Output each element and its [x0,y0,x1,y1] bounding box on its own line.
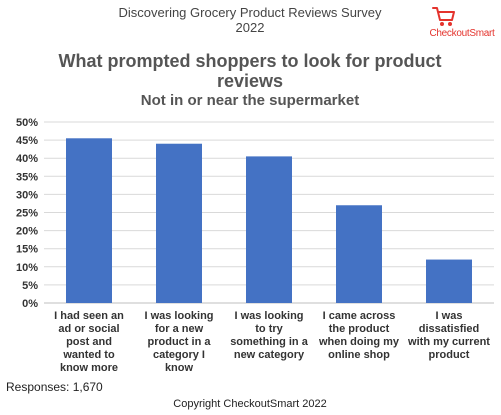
bar [156,143,202,303]
y-tick-label: 30% [16,189,38,201]
x-tick-label-line: with my current [407,336,490,348]
y-tick-label: 50% [16,117,38,129]
x-tick-label-line: I was looking [234,310,303,322]
x-tick-label-line: something in a [230,336,309,348]
copyright-notice: Copyright CheckoutSmart 2022 [173,398,327,410]
y-tick-label: 5% [22,280,38,292]
x-tick-label-line: product [429,349,470,361]
chart-title: What prompted shoppers to look for produ… [58,51,442,91]
survey-title-text: Discovering Grocery Product Reviews Surv… [118,5,382,20]
x-tick-label-line: know [165,362,194,374]
y-tick-label: 25% [16,208,38,220]
responses-count: Responses: 1,670 [6,380,103,394]
x-tick-label-line: online shop [328,349,390,361]
x-tick-label-line: category I [153,349,205,361]
y-tick-label: 10% [16,262,38,274]
bar [66,138,112,303]
x-tick-label-line: I came across [323,310,396,322]
x-tick-label-line: wanted to [62,349,115,361]
y-tick-label: 45% [16,135,38,147]
y-tick-label: 40% [16,153,38,165]
y-tick-label: 15% [16,244,38,256]
x-tick-label: I was looking to try something in a new cat… [230,310,309,361]
survey-year: 2022 [235,20,265,35]
brand-name: CheckoutSmart [429,28,495,39]
survey-title: Discovering Grocery Product Reviews Surv… [100,5,400,35]
x-tick-label-line: post and [66,336,112,348]
y-tick-label: 0% [22,298,38,310]
y-tick-label: 35% [16,171,38,183]
bar [246,156,292,303]
bar-chart: 0% 5% 10% 15% 20% 25% 30% 35% 40% 45% 50% I had see… [16,117,494,374]
x-tick-label: I came across the product when doing my onl… [318,310,400,361]
bar [426,259,472,303]
x-tick-label-line: ad or social [58,323,119,335]
x-tick-label-line: new category [234,349,305,361]
x-tick-label-line: dissatisfied [419,323,480,335]
brand-logo: CheckoutSmart [424,6,500,42]
x-tick-label-line: I was looking [144,310,213,322]
x-tick-label-line: the product [329,323,390,335]
x-tick-label: I had seen an ad or social post and wanted … [54,310,124,374]
x-tick-label-line: product in a [148,336,212,348]
x-tick-label-line: to try [255,323,283,335]
y-tick-label: 20% [16,226,38,238]
x-tick-label-line: know more [60,362,118,374]
x-tick-label-line: when doing my [318,336,400,348]
bar [336,205,382,303]
x-tick-label: I was dissatisfied with my current product [407,310,490,361]
x-tick-label-line: for a new [155,323,204,335]
x-tick-label: I was looking for a new product in a catego… [144,310,213,374]
shopping-cart-icon [432,7,455,26]
x-tick-label-line: I had seen an [54,310,124,322]
chart-subtitle: Not in or near the supermarket [140,92,360,109]
x-tick-label-line: I was [436,310,463,322]
